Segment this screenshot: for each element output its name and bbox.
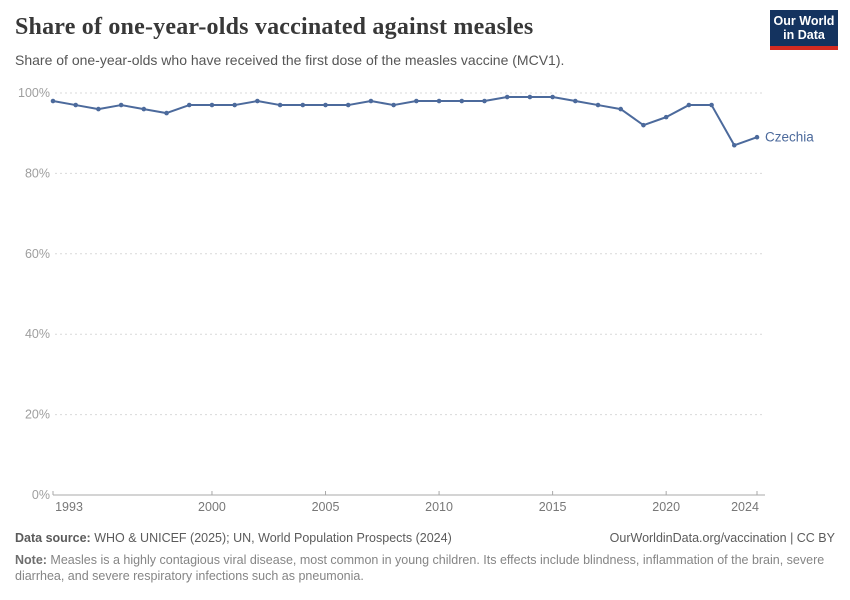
y-tick-label: 40%	[25, 327, 50, 341]
data-point	[731, 142, 737, 148]
y-tick-label: 100%	[18, 86, 50, 100]
x-tick-label: 2020	[652, 500, 680, 514]
source-row: Data source: WHO & UNICEF (2025); UN, Wo…	[15, 530, 835, 546]
data-point	[595, 102, 601, 108]
data-point	[550, 94, 555, 100]
owid-logo-line2: in Data	[783, 28, 825, 42]
chart-canvas: 0% 20% 40% 60% 80% 100% 1993 2000 2005 2010 2015 20…	[18, 86, 814, 514]
data-point	[277, 102, 283, 108]
data-point	[482, 98, 487, 104]
chart-footer: Data source: WHO & UNICEF (2025); UN, Wo…	[15, 530, 835, 584]
data-point	[573, 98, 578, 104]
data-point	[50, 98, 56, 104]
owid-logo[interactable]: Our World in Data	[770, 10, 838, 50]
owid-logo-line1: Our World	[773, 14, 835, 28]
data-source: Data source: WHO & UNICEF (2025); UN, Wo…	[15, 530, 452, 546]
data-point	[414, 98, 419, 104]
data-point	[504, 94, 510, 100]
y-tick-label: 60%	[25, 247, 50, 261]
note-text: Measles is a highly contagious viral dis…	[15, 553, 825, 583]
data-point	[527, 94, 533, 100]
y-tick-label: 20%	[25, 408, 50, 422]
x-tick-label: 2005	[312, 500, 340, 514]
y-tick-label: 0%	[32, 488, 50, 502]
data-point	[618, 106, 624, 112]
series-label-czechia: Czechia	[765, 130, 814, 145]
owid-vaccination-link[interactable]: OurWorldinData.org/vaccination | CC BY	[609, 531, 835, 545]
x-tick-label: 1993	[55, 500, 83, 514]
data-point	[368, 98, 374, 104]
data-point	[345, 102, 351, 108]
x-tick-label: 2015	[539, 500, 567, 514]
data-point	[118, 102, 124, 108]
x-tick-label: 2000	[198, 500, 226, 514]
line-chart: 0% 20% 40% 60% 80% 100% 1993 2000 2005 2010 2015 20…	[18, 86, 814, 514]
data-point	[641, 122, 646, 128]
data-point	[186, 102, 192, 108]
data-line-czechia	[52, 96, 758, 147]
data-point	[754, 134, 760, 140]
note-label: Note:	[15, 553, 47, 567]
data-point	[73, 102, 79, 108]
data-point	[232, 102, 237, 108]
data-point	[459, 98, 465, 104]
chart-subtitle: Share of one-year-olds who have received…	[15, 52, 565, 68]
data-point	[436, 98, 442, 104]
data-point	[709, 102, 714, 108]
data-point	[96, 106, 101, 112]
chart-note: Note: Measles is a highly contagious vir…	[15, 552, 831, 584]
data-point	[323, 102, 328, 108]
data-point	[164, 110, 169, 116]
page-title: Share of one-year-olds vaccinated agains…	[15, 14, 534, 40]
data-point	[391, 102, 396, 108]
data-source-label: Data source:	[15, 531, 91, 545]
data-point	[686, 102, 692, 108]
x-tick-label: 2010	[425, 500, 453, 514]
data-source-text: WHO & UNICEF (2025); UN, World Populatio…	[90, 531, 452, 545]
data-point	[300, 102, 306, 108]
data-point	[209, 102, 215, 108]
x-tick-label: 2024	[731, 500, 759, 514]
data-point	[663, 114, 669, 120]
y-tick-label: 80%	[25, 166, 50, 180]
data-point	[141, 106, 147, 112]
data-point	[255, 98, 260, 104]
